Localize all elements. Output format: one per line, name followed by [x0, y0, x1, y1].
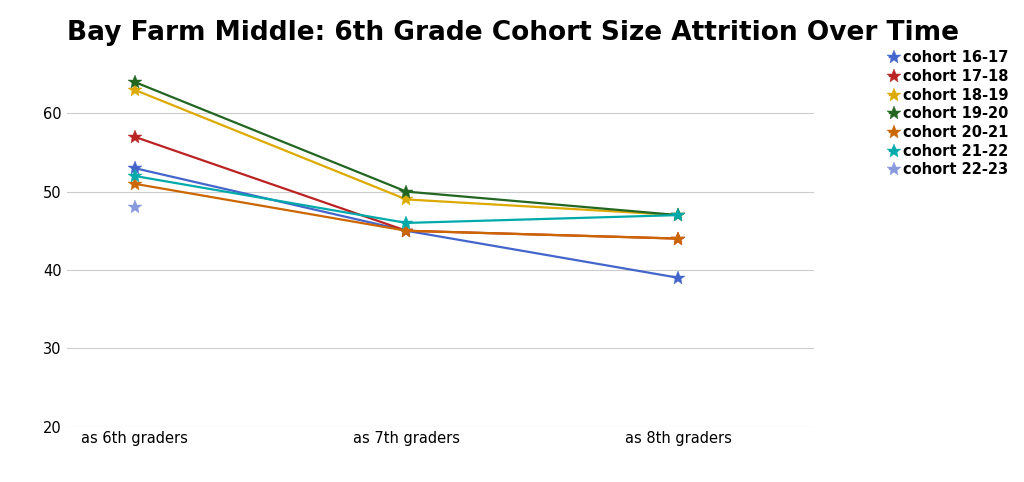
cohort 20-21	[672, 236, 684, 241]
cohort 17-18	[672, 236, 684, 241]
cohort 19-20	[128, 79, 140, 85]
cohort 17-18	[128, 134, 140, 140]
cohort 19-20	[672, 212, 684, 218]
cohort 18-19	[128, 87, 140, 93]
Legend: cohort 16-17, cohort 17-18, cohort 18-19, cohort 19-20, cohort 20-21, cohort 21-: cohort 16-17, cohort 17-18, cohort 18-19…	[890, 51, 1009, 177]
cohort 16-17	[128, 165, 140, 171]
cohort 18-19	[400, 197, 413, 202]
cohort 21-22	[128, 173, 140, 179]
cohort 17-18	[400, 228, 413, 234]
cohort 21-22	[400, 220, 413, 226]
cohort 19-20	[400, 188, 413, 194]
cohort 20-21	[128, 181, 140, 187]
Line: cohort 21-22: cohort 21-22	[128, 169, 685, 230]
cohort 21-22	[672, 212, 684, 218]
Line: cohort 20-21: cohort 20-21	[128, 177, 685, 245]
cohort 16-17	[400, 228, 413, 234]
Text: Bay Farm Middle: 6th Grade Cohort Size Attrition Over Time: Bay Farm Middle: 6th Grade Cohort Size A…	[67, 20, 958, 46]
cohort 16-17	[672, 275, 684, 281]
Line: cohort 19-20: cohort 19-20	[128, 75, 685, 222]
cohort 20-21	[400, 228, 413, 234]
Line: cohort 17-18: cohort 17-18	[128, 130, 685, 245]
Line: cohort 18-19: cohort 18-19	[128, 83, 685, 222]
Line: cohort 16-17: cohort 16-17	[128, 161, 685, 285]
cohort 18-19	[672, 212, 684, 218]
